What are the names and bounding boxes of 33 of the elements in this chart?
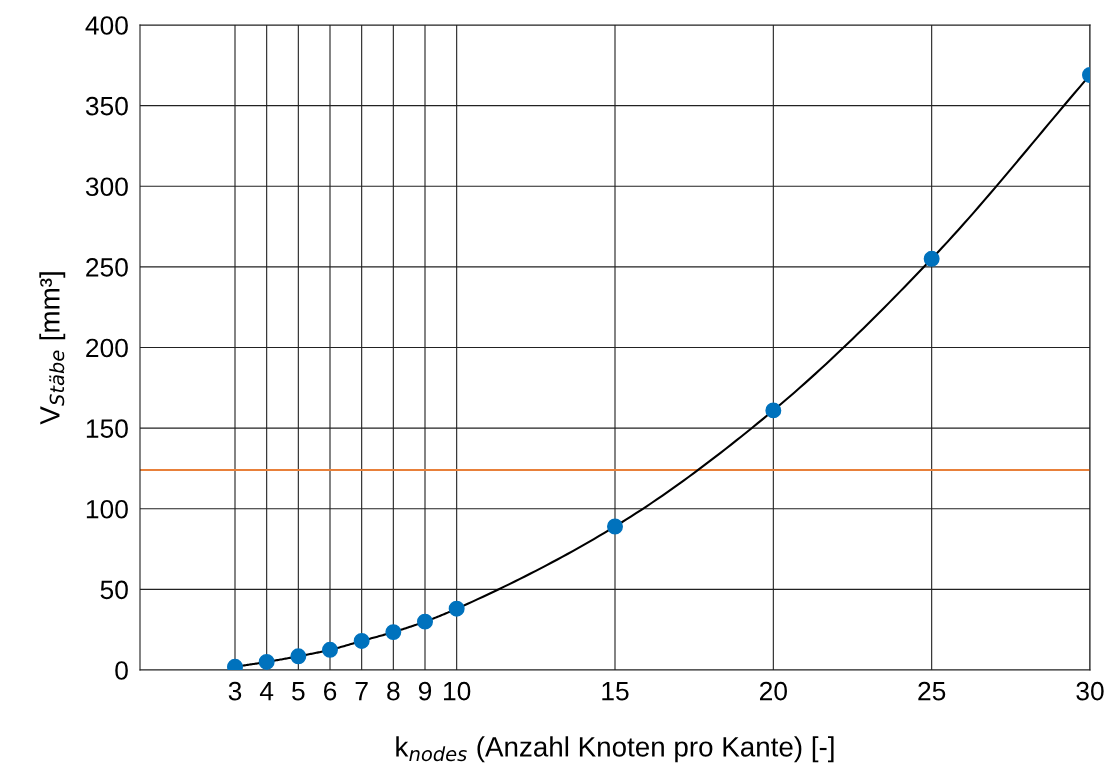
x-tick-label: 9	[418, 681, 432, 701]
x-tick-label: 4	[259, 682, 274, 701]
point	[448, 600, 465, 617]
y-axis-title: V$_{Stäbe}$ [mm³]	[39, 272, 66, 425]
y-tick-label: 100	[86, 499, 128, 519]
x-tick-label: 5	[292, 682, 305, 701]
y-tick-label: 0	[115, 661, 128, 680]
x-tick-label: 15	[602, 682, 629, 701]
x-tick-label: 30	[1076, 681, 1104, 701]
point	[290, 648, 307, 665]
point	[385, 624, 402, 641]
y-tick-label: 200	[86, 338, 128, 358]
x-tick-label: 3	[228, 681, 242, 701]
y-tick-label: 250	[86, 258, 128, 277]
y-tick-label: 350	[85, 96, 128, 116]
y-tick-label: 50	[100, 580, 128, 600]
y-tick-label: 400	[85, 16, 128, 35]
y-tick-label: 150	[86, 419, 128, 438]
point	[765, 402, 782, 419]
x-tick-label: 20	[759, 681, 787, 701]
x-tick-label: 25	[918, 681, 946, 701]
point	[322, 641, 338, 658]
x-tick-label: 7	[355, 682, 368, 701]
x-tick-label: 10	[444, 681, 471, 701]
y-tick-label: 300	[85, 177, 128, 197]
x-tick-label: 8	[387, 681, 400, 701]
x-tick-label: 6	[324, 681, 337, 701]
point	[417, 613, 433, 630]
point	[607, 518, 623, 535]
point	[353, 632, 370, 649]
point	[258, 653, 275, 670]
x-axis-title: k$_{nodes}$ (Anzahl Knoten pro Kante) [-]	[396, 736, 834, 763]
point	[923, 250, 940, 267]
